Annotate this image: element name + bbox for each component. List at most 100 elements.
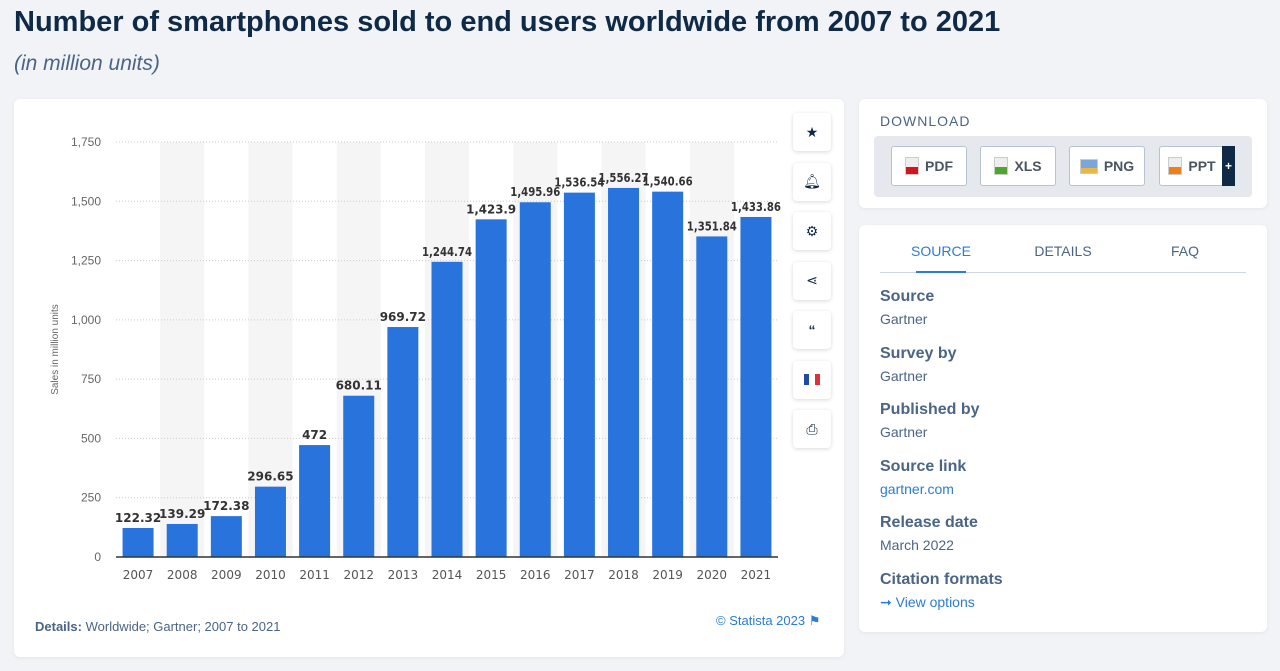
bar: [122, 527, 154, 557]
data-label: 1,536.54: [554, 176, 604, 190]
quote-icon: “: [808, 322, 816, 338]
gear-icon: ⚙: [805, 222, 819, 239]
release-date-label: Release date: [880, 514, 978, 531]
download-png-button[interactable]: PNG: [1069, 146, 1145, 186]
view-options-link[interactable]: ➞ View options: [880, 593, 975, 610]
published-by-label: Published by: [880, 401, 980, 418]
bar: [696, 236, 728, 557]
download-card: DOWNLOAD PDF XLS PNG PPT +: [859, 99, 1267, 208]
y-tick-label: 1,500: [71, 194, 101, 208]
data-label: 122.32: [115, 511, 161, 525]
x-tick-label: 2009: [211, 568, 242, 582]
source-info: Source Gartner Survey by Gartner Published…: [880, 288, 1003, 627]
ppt-label: PPT: [1188, 158, 1216, 174]
ppt-options-button[interactable]: +: [1222, 146, 1235, 186]
print-icon: ⎙: [806, 420, 818, 437]
survey-by-value: Gartner: [880, 367, 928, 384]
y-tick-label: 750: [81, 372, 101, 386]
data-label: 1,351.84: [687, 219, 737, 233]
source-link-label: Source link: [880, 457, 967, 475]
data-label: 1,540.66: [643, 175, 693, 189]
copyright-text: © Statista 2023: [716, 613, 806, 628]
data-label: 680.11: [336, 379, 382, 393]
settings-button[interactable]: ⚙: [793, 212, 831, 250]
x-tick-label: 2012: [343, 568, 374, 582]
download-pdf-button[interactable]: PDF: [891, 146, 967, 186]
bar: [387, 327, 419, 557]
bar: [652, 191, 684, 557]
source-tabs: SOURCE DETAILS FAQ: [880, 243, 1246, 273]
bar: [740, 216, 772, 557]
bar: [166, 523, 198, 557]
bar: [519, 202, 551, 557]
xls-file-icon: [994, 157, 1009, 175]
download-xls-button[interactable]: XLS: [980, 146, 1056, 186]
chart-toolbar: ★ 🔔︎ ⚙ ⋖ “ ⎙: [793, 113, 831, 460]
png-label: PNG: [1103, 158, 1135, 174]
tab-faq[interactable]: FAQ: [1170, 243, 1199, 259]
png-image-icon: [1079, 158, 1098, 174]
source-label: Source: [880, 288, 935, 305]
x-tick-label: 2011: [299, 568, 330, 582]
y-tick-label: 250: [81, 491, 101, 505]
data-label: 969.72: [380, 310, 426, 324]
page-title: Number of smartphones sold to end users …: [14, 6, 1001, 38]
data-label: 1,423.9: [466, 202, 516, 216]
bar: [299, 445, 331, 557]
download-ppt-button[interactable]: PPT +: [1159, 146, 1235, 186]
y-tick-label: 1,750: [71, 135, 101, 149]
bell-icon: 🔔︎: [803, 173, 821, 189]
y-tick-label: 1,250: [71, 254, 101, 268]
x-tick-label: 2020: [697, 568, 728, 582]
ppt-file-icon: [1168, 157, 1183, 175]
source-card: SOURCE DETAILS FAQ Source Gartner Survey …: [859, 225, 1267, 632]
bar: [608, 187, 640, 557]
share-button[interactable]: ⋖: [793, 261, 831, 300]
favorite-button[interactable]: ★: [793, 113, 831, 151]
x-tick-label: 2021: [741, 568, 772, 582]
bar: [475, 219, 507, 557]
x-tick-label: 2014: [432, 568, 463, 582]
tab-details[interactable]: DETAILS: [1034, 243, 1092, 259]
chart-card: 0 250 500 750 1,000 1,250 1,500 1,750 122.32 2007…: [14, 99, 844, 657]
source-value: Gartner: [880, 311, 928, 327]
bar: [431, 261, 463, 557]
bar: [563, 192, 595, 557]
x-tick-label: 2007: [123, 568, 154, 582]
release-date-value: March 2022: [880, 537, 954, 553]
citation-formats-label: Citation formats: [880, 570, 1003, 588]
source-link[interactable]: gartner.com: [880, 480, 954, 497]
star-icon: ★: [805, 123, 819, 140]
data-label: 1,556.27: [599, 171, 649, 185]
language-button[interactable]: [793, 360, 831, 399]
chart-details: Details: Worldwide; Gartner; 2007 to 202…: [35, 619, 280, 634]
page-subtitle: (in million units): [14, 52, 160, 75]
bar: [343, 395, 375, 557]
data-label: 139.29: [159, 507, 205, 521]
french-flag-icon: [804, 374, 820, 385]
statista-copyright-link[interactable]: © Statista 2023 ⚑: [716, 613, 820, 629]
notification-button[interactable]: 🔔︎: [793, 162, 831, 201]
x-tick-label: 2013: [388, 568, 419, 582]
published-by-value: Gartner: [880, 424, 928, 440]
xls-label: XLS: [1014, 158, 1042, 174]
survey-by-label: Survey by: [880, 344, 957, 362]
x-tick-label: 2016: [520, 568, 551, 582]
data-label: 1,495.96: [510, 185, 560, 199]
bar-chart: 0 250 500 750 1,000 1,250 1,500 1,750 122.32 2007…: [50, 135, 781, 582]
download-bar: PDF XLS PNG PPT +: [874, 136, 1252, 197]
y-tick-label: 0: [94, 550, 101, 564]
bar: [210, 516, 242, 557]
flag-icon: ⚑: [808, 613, 821, 628]
x-tick-label: 2008: [167, 568, 198, 582]
x-tick-label: 2010: [255, 568, 286, 582]
data-label: 296.65: [247, 470, 293, 484]
tab-source[interactable]: SOURCE: [880, 243, 1002, 273]
print-button[interactable]: ⎙: [793, 410, 831, 448]
details-text: Worldwide; Gartner; 2007 to 2021: [85, 619, 281, 634]
column-band: [160, 142, 205, 557]
cite-button[interactable]: “: [793, 311, 831, 349]
data-label: 1,433.86: [731, 200, 781, 214]
y-tick-label: 500: [81, 431, 101, 445]
x-tick-label: 2017: [564, 568, 595, 582]
